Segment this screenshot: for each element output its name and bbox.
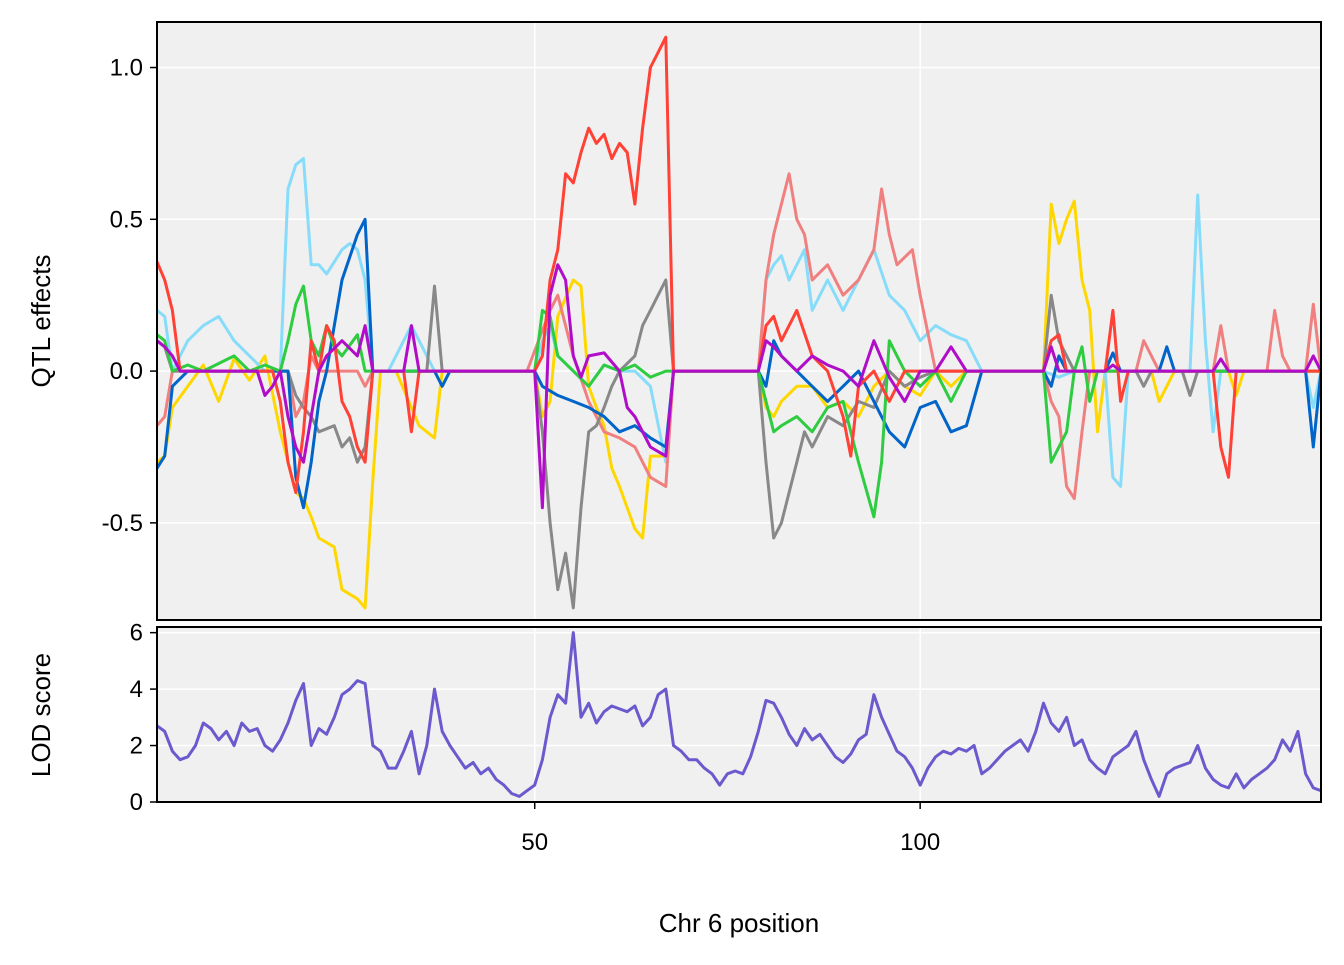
lod-score-y-axis-label: LOD score [26, 653, 56, 777]
qtl-effects-y-tick-label: -0.5 [102, 510, 143, 537]
x-axis-label: Chr 6 position [659, 908, 819, 938]
lod-score-y-tick-label: 0 [130, 789, 143, 816]
lod-score-y-tick-label: 2 [130, 733, 143, 760]
qtl-effects-plot-frame [156, 21, 1322, 621]
lod-score-plot-background [157, 627, 1321, 802]
lod-score-y-tick-label: 6 [130, 620, 143, 647]
qtl-effects-series-line-8 [157, 263, 1321, 510]
qtl-effects-y-tick-label: 0.0 [110, 358, 143, 385]
lod-score-y-tick-label: 4 [130, 676, 143, 703]
qtl-effects-y-tick-label: 0.5 [110, 206, 143, 233]
lod-score-y-ticks: 0 2 4 6 [130, 620, 157, 816]
position-x-ticks: 50 100 [521, 802, 940, 856]
lod-score-plot-frame [156, 626, 1322, 803]
qtl-effects-series-line-7 [157, 35, 1321, 494]
lod-score-panel: 0 2 4 6 50 100 LOD score Chr 6 position [26, 620, 1322, 938]
qtl-effects-y-axis-label: QTL effects [26, 255, 56, 388]
lod-score-series-line-1 [157, 631, 1321, 798]
qtl-effects-series-group [157, 35, 1321, 610]
qtl-effects-panel: -0.5 0.0 0.5 1.0 QTL effects [26, 21, 1322, 621]
x-tick-label: 100 [900, 829, 940, 856]
x-tick-label: 50 [521, 829, 548, 856]
qtl-effects-series-line-1 [157, 199, 1321, 610]
lod-score-series-group [157, 631, 1321, 798]
qtl-effects-plot-background [157, 22, 1321, 620]
qtl-effects-y-tick-label: 1.0 [110, 55, 143, 82]
qtl-effects-y-ticks: -0.5 0.0 0.5 1.0 [102, 55, 157, 537]
